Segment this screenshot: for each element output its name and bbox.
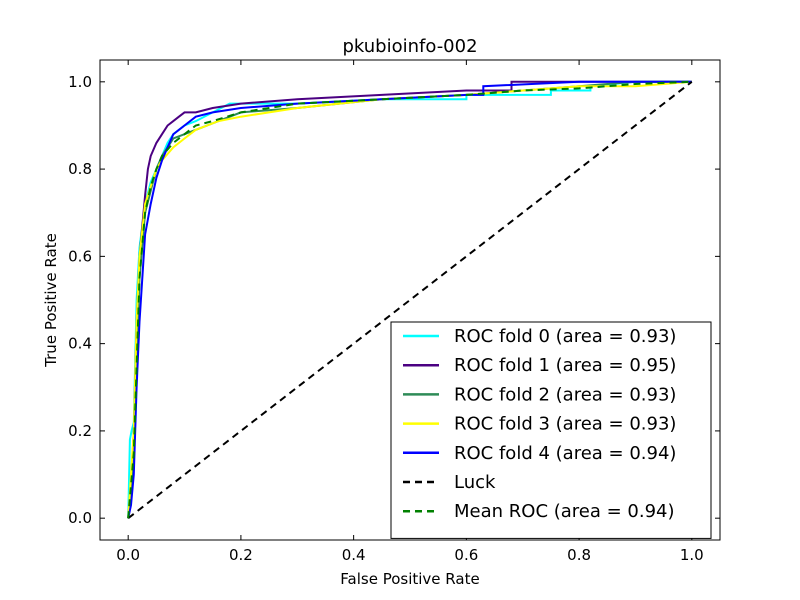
y-tick-label: 0.8 [68,160,92,178]
y-tick-label: 0.2 [68,422,92,440]
legend-label: ROC fold 1 (area = 0.95) [454,355,676,376]
legend-label: ROC fold 4 (area = 0.94) [454,443,676,464]
chart-title: pkubioinfo-002 [342,36,477,57]
legend-label: ROC fold 3 (area = 0.93) [454,414,676,435]
y-tick-label: 0.4 [68,335,92,353]
series-line-6 [127,80,692,519]
legend-label: Luck [454,472,496,493]
y-axis-title: True Positive Rate [42,233,60,368]
legend-label: ROC fold 0 (area = 0.93) [454,326,676,347]
x-tick-label: 0.8 [567,546,591,564]
x-axis-title: False Positive Rate [340,570,479,588]
y-tick-label: 1.0 [68,73,92,91]
legend-label: ROC fold 2 (area = 0.93) [454,384,676,405]
y-tick-label: 0.0 [68,509,92,527]
plot-lines [127,80,693,519]
axis-ticks: 0.0 0.2 0.4 0.6 0.8 1.0 0.0 0.2 0.4 0.6 0.8 1.0 [68,60,720,564]
legend: ROC fold 0 (area = 0.93) ROC fold 1 (area… [390,321,712,539]
axes-frame [99,59,721,541]
x-tick-label: 0.4 [342,546,366,564]
x-tick-label: 1.0 [680,546,704,564]
y-tick-label: 0.6 [68,247,92,265]
legend-box [390,321,712,539]
legend-label: Mean ROC (area = 0.94) [454,501,675,522]
x-tick-label: 0.0 [116,546,140,564]
x-tick-label: 0.6 [454,546,478,564]
series-line-5 [127,81,693,519]
x-tick-label: 0.2 [229,546,253,564]
